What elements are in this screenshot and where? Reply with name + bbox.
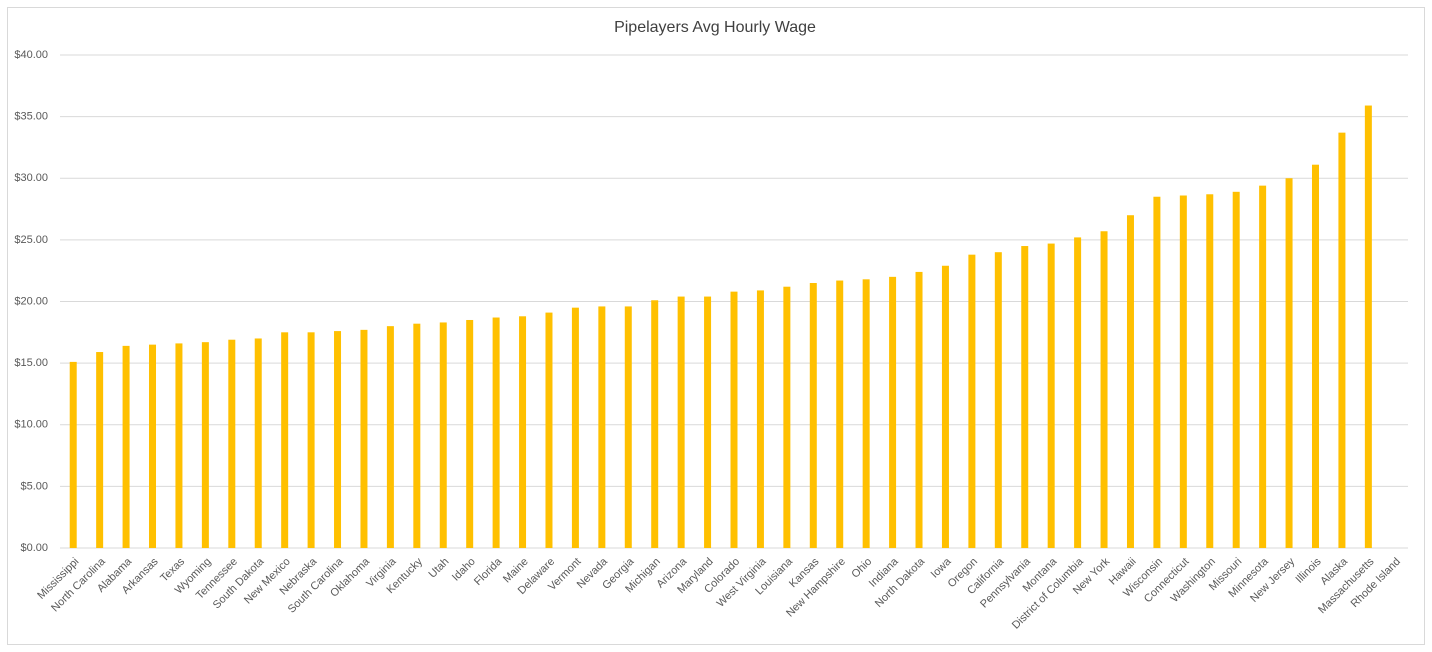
bar bbox=[677, 296, 685, 548]
bar bbox=[809, 283, 817, 548]
bar bbox=[307, 332, 315, 548]
bar bbox=[783, 286, 791, 548]
bar bbox=[598, 306, 606, 548]
bar bbox=[228, 339, 236, 548]
bar bbox=[994, 252, 1002, 548]
y-tick-label: $15.00 bbox=[14, 357, 48, 369]
bar bbox=[1179, 195, 1187, 548]
bar bbox=[1047, 243, 1055, 548]
chart-title: Pipelayers Avg Hourly Wage bbox=[614, 19, 816, 36]
bar bbox=[889, 276, 897, 548]
bar bbox=[386, 326, 394, 548]
bar bbox=[96, 352, 104, 548]
bar bbox=[1153, 196, 1161, 549]
bar bbox=[149, 344, 157, 548]
bar bbox=[1074, 237, 1082, 548]
bar bbox=[624, 306, 632, 548]
bar bbox=[1206, 194, 1214, 548]
y-tick-label: $25.00 bbox=[14, 234, 48, 246]
bar bbox=[704, 296, 712, 548]
bar bbox=[1021, 246, 1029, 548]
bar bbox=[941, 265, 949, 548]
bar bbox=[413, 323, 421, 548]
bar bbox=[836, 280, 844, 548]
bar bbox=[201, 342, 209, 548]
bar bbox=[492, 317, 500, 548]
bar bbox=[254, 338, 262, 548]
bar bbox=[862, 279, 870, 548]
bar bbox=[571, 307, 579, 548]
bar bbox=[1285, 178, 1293, 548]
bar bbox=[756, 290, 764, 548]
bar bbox=[360, 329, 368, 548]
bar bbox=[466, 319, 474, 548]
bar bbox=[122, 345, 130, 548]
bar bbox=[1364, 105, 1372, 548]
bar bbox=[1232, 191, 1240, 548]
y-tick-label: $35.00 bbox=[14, 111, 48, 123]
bar bbox=[1126, 215, 1134, 548]
bar bbox=[730, 291, 738, 548]
bar bbox=[175, 343, 183, 548]
bar bbox=[1100, 231, 1108, 548]
bar bbox=[545, 312, 553, 548]
bar bbox=[519, 316, 527, 548]
y-tick-label: $20.00 bbox=[14, 295, 48, 307]
y-tick-label: $40.00 bbox=[14, 49, 48, 61]
bar bbox=[281, 332, 289, 548]
bar bbox=[915, 271, 923, 548]
y-tick-label: $30.00 bbox=[14, 172, 48, 184]
bar bbox=[1259, 185, 1267, 548]
y-tick-label: $0.00 bbox=[20, 542, 48, 554]
bar bbox=[1338, 132, 1346, 548]
bar bbox=[968, 254, 976, 549]
bar bbox=[651, 300, 659, 548]
chart-border bbox=[7, 7, 1425, 645]
bar bbox=[1311, 164, 1319, 548]
bar bbox=[439, 322, 447, 548]
bar bbox=[69, 361, 77, 548]
y-tick-label: $10.00 bbox=[14, 419, 48, 431]
bar bbox=[334, 331, 342, 548]
y-tick-label: $5.00 bbox=[20, 480, 48, 492]
